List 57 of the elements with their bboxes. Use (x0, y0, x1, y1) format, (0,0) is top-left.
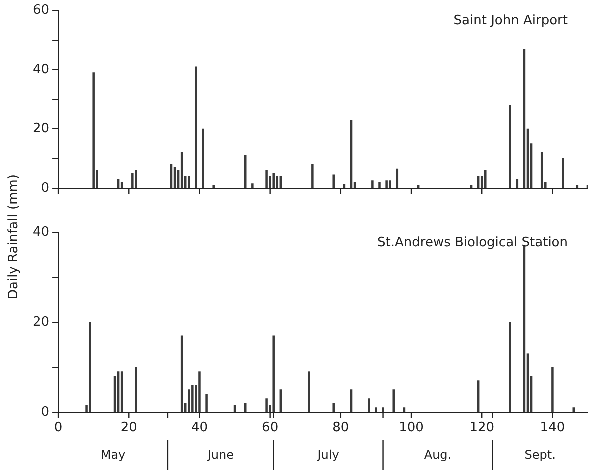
bar (266, 170, 268, 188)
text: Sept. (524, 448, 556, 462)
bar (272, 173, 275, 188)
x-tick-label: 120 (470, 420, 495, 436)
bar (252, 184, 254, 188)
bar (195, 66, 198, 188)
bar (272, 336, 275, 412)
y-tick-label: 0 (41, 180, 50, 196)
bar (332, 403, 335, 412)
x-tick-label: 20 (120, 420, 138, 436)
bar (386, 180, 388, 188)
bar (509, 322, 512, 412)
y-axis-title: Daily Rainfall (mm) (6, 174, 22, 300)
bar (562, 158, 564, 188)
y-tick-label: 20 (32, 314, 50, 330)
bar (135, 367, 138, 412)
text: Aug. (424, 448, 452, 462)
y-tick-label: 20 (32, 122, 50, 137)
bar (188, 176, 190, 188)
text: May (100, 448, 126, 462)
bar (312, 164, 314, 188)
bar (206, 394, 208, 412)
bar (135, 170, 138, 188)
bar (192, 385, 194, 412)
bar (375, 408, 378, 412)
x-tick-label: 60 (262, 420, 279, 436)
y-tick-label: 60 (32, 3, 50, 18)
bar (92, 72, 95, 188)
bar (89, 322, 92, 412)
bar (132, 173, 134, 188)
bar (266, 398, 268, 412)
x-tick-label: 80 (332, 420, 350, 436)
bar (382, 408, 384, 412)
bar (389, 180, 392, 188)
text: June (206, 448, 234, 462)
x-tick-label: 100 (399, 420, 424, 436)
chart-title: Saint John Airport (454, 14, 568, 29)
bar (202, 128, 204, 188)
bar (509, 105, 512, 188)
y-tick-label: 40 (32, 225, 50, 240)
text: July (316, 448, 340, 462)
bar (198, 372, 201, 412)
y-tick-label: 40 (32, 62, 50, 78)
bar (378, 182, 381, 188)
y-tick-label: 0 (41, 404, 50, 420)
bar (368, 398, 370, 412)
bar (372, 180, 374, 188)
x-tick-label: 140 (540, 420, 566, 436)
bar (308, 372, 310, 412)
x-tick-label: 40 (191, 420, 208, 436)
bar (392, 390, 395, 412)
bar (552, 367, 554, 412)
bar (332, 174, 335, 188)
bar (212, 185, 215, 188)
chart-title: St.Andrews Biological Station (378, 236, 568, 251)
bar (484, 170, 487, 188)
x-tick-label: 0 (54, 420, 63, 436)
